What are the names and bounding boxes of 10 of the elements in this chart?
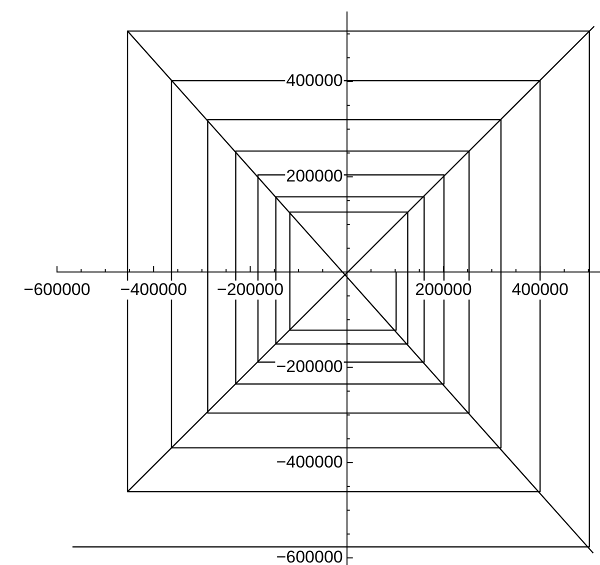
x-tick-label: 400000 (512, 280, 568, 299)
x-tick-label: −200000 (216, 280, 284, 299)
x-tick-label: −400000 (120, 280, 187, 299)
x-tick-label: 200000 (415, 280, 472, 299)
y-tick-label: −400000 (276, 452, 343, 472)
y-tick-label: −200000 (276, 357, 343, 376)
y-tick-label: 200000 (286, 166, 343, 186)
y-tick-label: 400000 (286, 71, 343, 90)
x-tick-label: −600000 (24, 280, 90, 299)
y-tick-label: −600000 (276, 548, 343, 565)
